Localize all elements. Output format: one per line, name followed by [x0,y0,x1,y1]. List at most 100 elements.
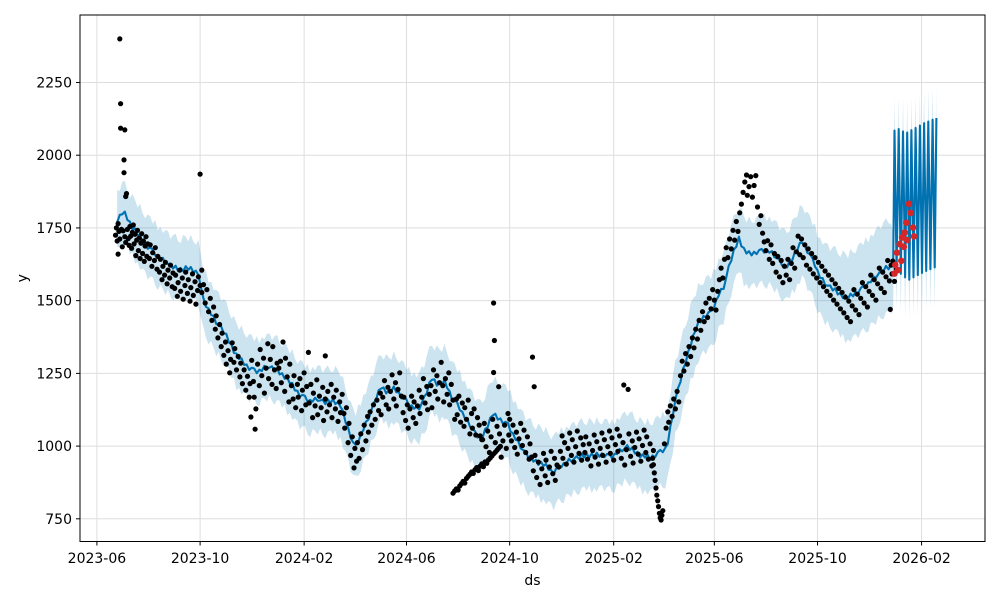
actual-point [403,417,409,424]
actual-point [530,468,536,474]
actual-point [647,441,653,447]
actual-point [800,255,806,261]
actual-point [346,420,352,426]
actual-point [545,479,551,486]
y-tick-label: 1500 [36,294,72,310]
actual-point [623,447,630,453]
actual-point [720,275,726,281]
actual-point [117,36,123,42]
actual-point [586,441,592,447]
actual-point [385,384,391,390]
x-tick-label: 2026-02 [892,551,951,567]
actual-point [864,304,871,310]
actual-point [280,339,286,345]
x-tick-label: 2025-06 [685,551,744,567]
actual-point [115,251,121,257]
actual-point [492,440,498,446]
actual-point [514,451,520,457]
actual-point [120,228,126,234]
actual-point [180,296,186,302]
actual-point [698,327,704,333]
actual-point [863,284,869,290]
actual-point [683,351,689,357]
actual-point [496,431,503,437]
actual-point [880,269,886,275]
actual-point [314,377,320,383]
actual-point [686,344,692,350]
actual-point [730,227,736,233]
actual-point [603,459,609,465]
actual-point [212,326,218,332]
actual-point [490,416,496,422]
actual-point [219,330,225,336]
actual-point [567,430,573,436]
actual-point [584,456,591,462]
actual-point [557,448,564,454]
actual-point [410,415,416,421]
actual-point [256,383,262,389]
actual-point [760,230,766,236]
actual-point [601,437,608,443]
actual-point [650,455,656,461]
actual-point [132,231,138,237]
actual-point [471,406,477,412]
x-tick-label: 2024-10 [480,551,539,567]
actual-point [597,445,603,451]
y-axis-label: y [15,274,31,282]
actual-point [842,294,849,300]
actual-point [162,272,168,278]
axes-box [79,14,986,542]
actual-point [405,425,411,431]
actual-point [199,267,205,273]
actual-point [137,255,143,262]
actual-point [204,287,210,293]
actual-point [825,272,832,278]
actual-point [199,289,205,296]
actual-point [847,319,854,325]
actual-point [248,414,254,420]
actual-point [876,265,882,271]
actual-point [491,369,497,376]
actual-point [836,285,842,291]
actual-point [846,298,852,304]
actual-point [149,263,155,269]
actual-point [308,381,314,387]
actual-point [297,376,303,382]
actual-point [359,447,366,453]
actual-point [452,416,458,422]
actual-point [737,210,743,216]
actual-point [370,402,377,408]
actual-point [213,313,219,319]
actual-point [123,191,130,197]
actual-point [184,290,190,296]
actual-point [725,255,731,261]
actual-point [341,410,347,417]
actual-point [463,416,470,422]
actual-point [496,384,502,390]
actual-point [754,204,761,210]
anomaly-point [905,200,913,208]
actual-point [263,365,269,371]
actual-point [160,263,166,269]
actual-point [467,431,473,437]
actual-point [123,239,129,246]
actual-point [389,372,395,378]
actual-point [316,393,322,399]
actual-point [625,386,631,392]
actual-point [345,440,351,446]
actual-point [548,448,554,454]
actual-point [318,405,324,411]
x-tick-label: 2025-02 [584,551,643,567]
actual-point [225,348,231,354]
actual-point [486,449,492,456]
actual-point [792,265,798,271]
actual-point [135,248,141,254]
actual-point [535,459,542,465]
actual-point [653,485,659,491]
actual-point [891,278,898,284]
actual-point [503,445,509,451]
actual-point [652,477,658,483]
actual-point [374,397,380,403]
actual-point [696,317,702,323]
actual-point [348,452,354,458]
